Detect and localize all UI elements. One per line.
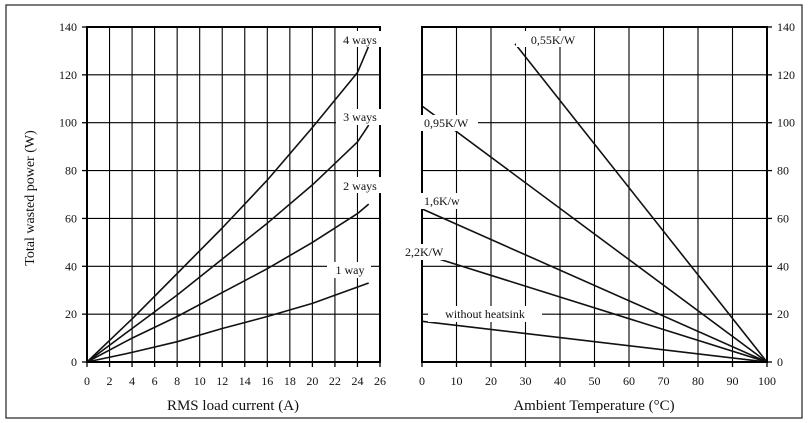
- right-y-tick-labels: 0 20 40 60 80 100 120 140: [777, 20, 795, 369]
- x-tick-label: 16: [261, 374, 273, 388]
- series-label-4-ways: 4 ways: [343, 33, 377, 47]
- left-grid: [82, 26, 381, 367]
- x-tick-label: 10: [194, 374, 206, 388]
- x-tick-label: 60: [623, 374, 635, 388]
- left-x-tick-labels: 0 2 4 6 8 10 12 14 16 18 20 22 24 26: [84, 374, 386, 388]
- right-series-lines: [421, 43, 768, 363]
- right-panel: 0 10 20 30 40 50 60 70 80 90 100 0 20 40 60 80 100 120 14…: [403, 20, 795, 414]
- x-tick-label: 26: [374, 374, 386, 388]
- label-box-055: [516, 31, 592, 47]
- series-line-4-ways: [86, 45, 370, 363]
- label-box-without: [428, 306, 542, 322]
- x-tick-label: 70: [658, 374, 670, 388]
- series-line-1-6k-w: [421, 208, 768, 363]
- x-tick-label: 20: [306, 374, 318, 388]
- series-line-1-way: [86, 282, 369, 363]
- label-box-22: [403, 244, 455, 260]
- x-tick-label: 0: [84, 374, 90, 388]
- y-tick-label: 120: [777, 68, 795, 82]
- y-tick-label: 140: [777, 20, 795, 34]
- right-x-tick-labels: 0 10 20 30 40 50 60 70 80 90 100: [419, 374, 776, 388]
- x-tick-label: 24: [351, 374, 363, 388]
- series-line-2-2k-w: [439, 258, 768, 363]
- x-tick-label: 4: [129, 374, 135, 388]
- series-line-0-95k-w: [421, 105, 768, 363]
- y-tick-label: 20: [777, 307, 789, 321]
- y-tick-label: 120: [59, 68, 77, 82]
- x-tick-label: 90: [727, 374, 739, 388]
- y-tick-label: 80: [777, 164, 789, 178]
- y-tick-label: 40: [65, 259, 77, 273]
- x-tick-label: 14: [239, 374, 251, 388]
- left-y-axis-label: Total wasted power (W): [23, 130, 38, 266]
- series-label-0-95kw: 0,95K/W: [424, 116, 469, 130]
- series-line-0-55k-w: [514, 43, 768, 363]
- label-box-4-ways: [336, 31, 384, 47]
- left-plot-border: [86, 26, 381, 363]
- y-tick-label: 80: [65, 164, 77, 178]
- y-tick-label: 100: [59, 116, 77, 130]
- series-label-1-way: 1 way: [336, 263, 365, 277]
- left-series-lines: [86, 45, 370, 363]
- series-line-3-ways: [86, 124, 370, 363]
- y-tick-label: 0: [777, 355, 783, 369]
- x-tick-label: 8: [174, 374, 180, 388]
- x-tick-label: 6: [152, 374, 158, 388]
- series-label-2-2kw: 2,2K/W: [405, 245, 444, 259]
- x-tick-label: 18: [284, 374, 296, 388]
- label-box-2-ways: [336, 177, 384, 193]
- x-tick-label: 2: [107, 374, 113, 388]
- x-tick-label: 100: [758, 374, 776, 388]
- label-box-095: [420, 115, 478, 131]
- x-tick-label: 80: [692, 374, 704, 388]
- left-panel: 0 2 4 6 8 10 12 14 16 18 20 22 24 26 0204060801001201…: [23, 20, 386, 414]
- series-label-0-55kw: 0,55K/W: [531, 33, 576, 47]
- left-x-axis-label: RMS load current (A): [167, 398, 299, 414]
- x-tick-label: 22: [329, 374, 341, 388]
- x-tick-label: 20: [485, 374, 497, 388]
- y-tick-label: 60: [65, 211, 77, 225]
- series-label-1-6kw: 1,6K/w: [424, 194, 460, 208]
- x-tick-label: 40: [554, 374, 566, 388]
- label-box-3-ways: [336, 109, 384, 125]
- x-tick-label: 30: [520, 374, 532, 388]
- y-tick-label: 100: [777, 116, 795, 130]
- y-tick-label: 140: [59, 20, 77, 34]
- series-label-without-heatsink: without heatsink: [445, 307, 525, 321]
- y-tick-label: 40: [777, 259, 789, 273]
- x-tick-label: 50: [589, 374, 601, 388]
- left-y-tick-labels: 0 20 40 60 80 100 120 140: [59, 20, 77, 369]
- y-tick-label: 60: [777, 211, 789, 225]
- x-tick-label: 10: [451, 374, 463, 388]
- label-box-1-way: [327, 262, 371, 278]
- label-box-16: [420, 193, 466, 209]
- y-tick-label: 20: [65, 307, 77, 321]
- series-line-2-ways: [86, 203, 370, 363]
- series-label-3-ways: 3 ways: [343, 110, 377, 124]
- series-line-without-heatsink: [421, 320, 768, 363]
- right-x-axis-label: Ambient Temperature (°C): [513, 398, 674, 414]
- series-label-2-ways: 2 ways: [343, 179, 377, 193]
- y-tick-label: 0: [71, 355, 77, 369]
- figure-frame: [5, 4, 803, 419]
- x-tick-label: 12: [216, 374, 228, 388]
- x-tick-label: 0: [419, 374, 425, 388]
